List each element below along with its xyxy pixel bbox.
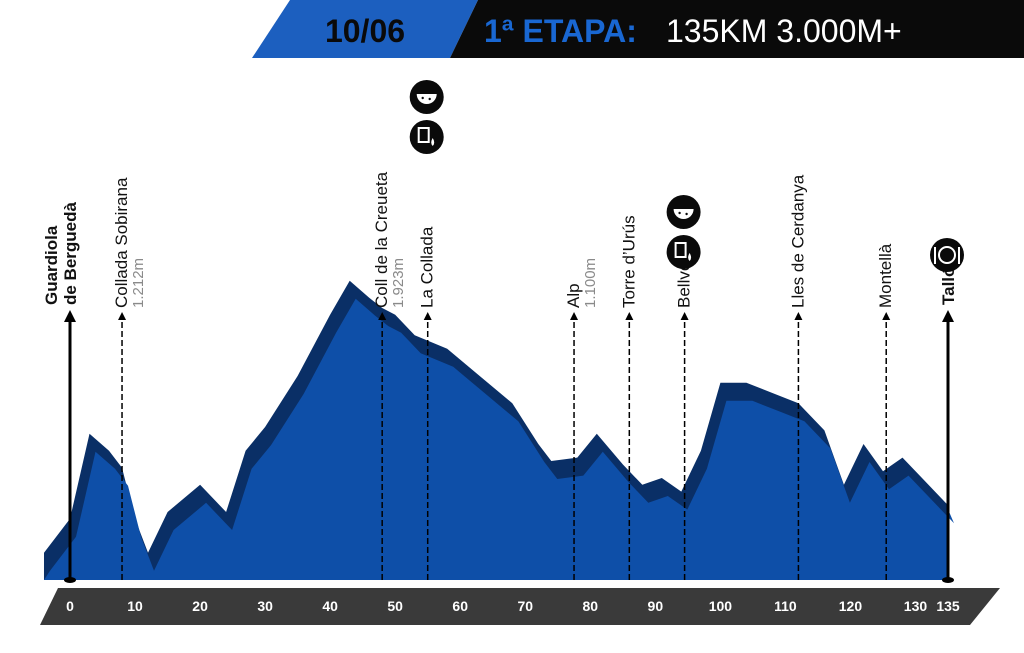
service-icons xyxy=(409,80,964,272)
meal-icon xyxy=(930,238,964,272)
marker-2: Coll de la Creueta 1.923m xyxy=(372,171,407,580)
marker-label-group: Alp 1.100m xyxy=(564,258,599,308)
location-label: Bellver xyxy=(675,256,694,308)
marker-label-group: Bellver xyxy=(675,256,694,308)
food-icon xyxy=(666,195,701,229)
marker-dot xyxy=(64,577,76,583)
x-axis-band xyxy=(40,588,1000,625)
header-stage-info: 135KM 3.000M+ xyxy=(666,13,902,49)
marker-arrow xyxy=(680,312,689,320)
x-tick-label: 90 xyxy=(648,598,664,614)
marker-4: Alp 1.100m xyxy=(564,258,599,580)
x-tick-label: 100 xyxy=(709,598,733,614)
header-banner: 10/06 1ª ETAPA: 135KM 3.000M+ xyxy=(252,0,1024,58)
x-tick-label: 135 xyxy=(936,598,960,614)
x-tick-label: 60 xyxy=(452,598,468,614)
marker-label-group: Guardiola de Berguedà xyxy=(42,201,80,305)
x-tick-label: 50 xyxy=(387,598,403,614)
marker-arrow xyxy=(64,310,76,322)
location-label: de Berguedà xyxy=(61,201,80,305)
x-tick-label: 20 xyxy=(192,598,208,614)
marker-arrow xyxy=(882,312,891,320)
marker-3: La Collada xyxy=(418,226,437,580)
x-axis: 0 10 20 30 40 50 60 70 80 90 100 110 120 130 135 xyxy=(40,588,1000,625)
marker-label-group: La Collada xyxy=(418,226,437,308)
marker-label-group: Coll de la Creueta 1.923m xyxy=(372,171,407,308)
altitude-label: 1.923m xyxy=(390,258,407,308)
header-stage-label: 1ª ETAPA: xyxy=(484,13,637,49)
x-tick-label: 0 xyxy=(66,598,74,614)
marker-arrow xyxy=(942,310,954,322)
marker-arrow xyxy=(118,312,127,320)
marker-label-group: Collada Sobirana 1.212m xyxy=(112,177,147,308)
marker-1: Collada Sobirana 1.212m xyxy=(112,177,147,580)
marker-8: Montellà xyxy=(876,243,895,580)
drink-icon xyxy=(409,120,444,154)
x-tick-label: 130 xyxy=(904,598,928,614)
header-date-panel xyxy=(252,0,478,58)
marker-label-group: Talló xyxy=(939,267,958,305)
marker-arrow xyxy=(625,312,634,320)
profile-area xyxy=(43,298,955,580)
header-stage-panel xyxy=(450,0,1024,58)
location-label: La Collada xyxy=(418,226,437,308)
location-label: Lles de Cerdanya xyxy=(788,174,807,308)
elevation-profile xyxy=(43,280,955,580)
x-tick-label: 40 xyxy=(322,598,338,614)
location-label: Montellà xyxy=(876,243,895,308)
marker-arrow xyxy=(794,312,803,320)
header-date: 10/06 xyxy=(325,13,405,49)
marker-5: Torre d’Urús xyxy=(619,215,638,580)
food-icon xyxy=(409,80,444,114)
location-label: Alp xyxy=(564,283,583,308)
location-label: Talló xyxy=(939,267,958,305)
x-tick-label: 30 xyxy=(257,598,273,614)
marker-7: Lles de Cerdanya xyxy=(788,174,807,580)
altitude-label: 1.212m xyxy=(130,258,147,308)
location-label: Coll de la Creueta xyxy=(372,171,391,308)
x-tick-label: 70 xyxy=(517,598,533,614)
marker-label-group: Montellà xyxy=(876,243,895,308)
location-label: Guardiola xyxy=(42,225,61,305)
x-tick-label: 110 xyxy=(774,598,797,614)
x-tick-label: 80 xyxy=(583,598,599,614)
marker-9: Talló xyxy=(939,267,958,583)
x-tick-label: 120 xyxy=(839,598,863,614)
marker-label-group: Lles de Cerdanya xyxy=(788,174,807,308)
marker-arrow xyxy=(378,312,387,320)
marker-0: Guardiola de Berguedà xyxy=(42,201,80,583)
marker-6: Bellver xyxy=(675,256,694,580)
altitude-label: 1.100m xyxy=(582,258,599,308)
drink-icon xyxy=(666,235,701,269)
marker-arrow xyxy=(570,312,579,320)
x-tick-label: 10 xyxy=(127,598,143,614)
marker-dot xyxy=(942,577,954,583)
location-label: Torre d’Urús xyxy=(619,215,638,308)
marker-arrow xyxy=(423,312,432,320)
location-label: Collada Sobirana xyxy=(112,177,131,308)
location-markers: Guardiola de Berguedà Collada Sobirana 1.21… xyxy=(42,171,958,583)
marker-label-group: Torre d’Urús xyxy=(619,215,638,308)
